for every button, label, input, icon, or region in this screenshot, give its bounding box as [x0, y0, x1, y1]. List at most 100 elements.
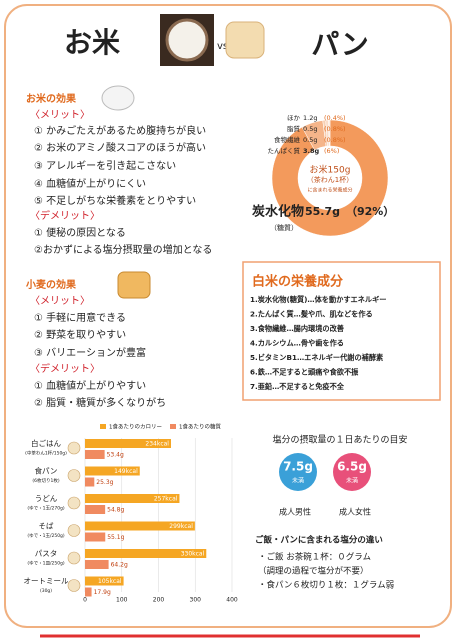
value-label: 330kcal: [181, 551, 205, 558]
bread-icon: [117, 271, 151, 299]
demerit-heading: 〈デメリット〉: [30, 209, 100, 222]
food-icon: [67, 551, 81, 565]
value-label: 54.8g: [107, 507, 124, 514]
merit-heading: 〈メリット〉: [30, 295, 90, 307]
header-rice: お米: [64, 26, 120, 59]
category-label: そば: [39, 522, 54, 531]
donut-center-text: お米150g: [310, 164, 351, 176]
bar: [85, 450, 105, 459]
category-detail: (ゆで・1玉/250g): [27, 533, 65, 539]
main-slice-note: （糖質）: [270, 223, 298, 232]
donut-slice: [271, 119, 389, 237]
category-label: 白ごはん: [31, 438, 61, 448]
slice-amount: 3.8g: [303, 147, 320, 155]
salt-men-amount: 7.5g: [283, 460, 313, 474]
food-icon: [67, 469, 81, 482]
category-label: 食パン: [35, 466, 58, 476]
legend-label: 1食あたりのカロリー: [109, 423, 162, 431]
slice-label: ほか: [287, 114, 301, 122]
slice-label: たんぱく質: [268, 146, 301, 155]
donut-slice: [328, 119, 331, 147]
legend-swatch: [100, 424, 106, 429]
merit-item: ② 野菜を取りやすい: [34, 329, 126, 341]
value-label: 55.1g: [107, 534, 124, 541]
demerit-item: ① 血糖値が上がりやすい: [34, 379, 146, 392]
merit-item: ① かみごたえがあるため腹持ちが良い: [34, 124, 206, 137]
category-label: うどん: [35, 494, 58, 503]
bar: [85, 505, 106, 514]
food-icon: [67, 441, 81, 455]
header-bread: パン: [311, 28, 368, 61]
bar: [85, 576, 124, 586]
salt-women-qualifier: 未満: [346, 477, 358, 485]
legend-swatch: [170, 424, 176, 429]
rice-icon: [101, 85, 135, 111]
salt-women-circle: [333, 453, 371, 491]
value-label: 53.4g: [107, 452, 124, 459]
bar: [85, 587, 92, 597]
category-detail: (中茶わん1杯/150g): [25, 450, 67, 457]
salt-note: （調理の過程で塩分が不要）: [258, 566, 369, 577]
salt-note: ・食パン６枚切り１枚：１グラム弱: [258, 580, 394, 591]
x-tick-label: 300: [190, 597, 202, 604]
value-label: 105kcal: [98, 578, 122, 585]
slice-amount: 1.2g: [303, 114, 317, 122]
main-slice-label: 炭水化物: [252, 204, 304, 220]
salt-women-amount: 6.5g: [337, 460, 367, 474]
value-label: 234kcal: [145, 441, 169, 448]
donut-center-text: （茶わん1杯）: [307, 175, 353, 184]
x-tick-label: 0: [83, 597, 87, 604]
salt-note: ・ご飯 お茶碗１杯：０グラム: [258, 552, 371, 563]
slice-percent: (0.8%): [324, 125, 346, 133]
header-vs: vs: [217, 41, 228, 52]
nutrient-item: 3.食物繊維…腸内環境の改善: [250, 324, 344, 333]
value-label: 17.9g: [94, 589, 111, 596]
merit-item: ③ バリエーションが豊富: [34, 346, 146, 359]
merit-item: ④ 血糖値が上がりにくい: [34, 177, 146, 190]
category-detail: (30g): [40, 588, 52, 594]
nutrient-item: 5.ビタミンB1…エネルギー代謝の補酵素: [250, 353, 383, 362]
nutrients-title: 白米の栄養成分: [252, 274, 343, 290]
donut-center-text: に含まれる栄養成分: [307, 187, 352, 194]
bar: [85, 494, 180, 503]
bar: [85, 439, 171, 448]
merit-item: ⑤ 不足しがちな栄養素をとりやすい: [34, 194, 196, 207]
legend-label: 1食あたりの糖質: [179, 423, 221, 431]
nutrient-item: 1.炭水化物(糖質)…体を動かすエネルギー: [250, 295, 387, 304]
salt-note-title: ご飯・パンに含まれる塩分の違い: [255, 535, 383, 546]
x-tick-label: 400: [226, 597, 238, 604]
category-label: オートミール: [24, 577, 69, 586]
slice-percent: (0.8%): [324, 136, 346, 144]
value-label: 149kcal: [114, 468, 138, 475]
merit-item: ① 手軽に用意できる: [34, 311, 126, 324]
demerit-item: ② 脂質・糖質が多くなりがち: [34, 396, 166, 409]
nutrients-box: [242, 261, 441, 401]
slice-percent: (0.4%): [324, 114, 346, 122]
value-label: 64.2g: [111, 562, 128, 569]
bar: [85, 466, 140, 476]
slice-label: 食物繊維: [274, 135, 301, 144]
food-icon: [67, 496, 81, 510]
slice-amount: 0.5g: [303, 125, 317, 133]
value-label: 25.3g: [96, 479, 113, 486]
main-slice-percent: （92%）: [346, 205, 394, 218]
category-detail: (ゆで・1皿/250g): [27, 561, 65, 567]
salt-men-circle: [279, 453, 317, 491]
value-label: 299kcal: [169, 523, 193, 530]
section-title: お米の効果: [26, 92, 77, 105]
salt-title: 塩分の摂取量の１日あたりの目安: [272, 434, 407, 446]
bread-photo: [225, 21, 265, 59]
nutrient-item: 4.カルシウム…骨や歯を作る: [250, 339, 344, 348]
bar: [85, 532, 106, 542]
x-tick-label: 100: [116, 597, 128, 604]
merit-item: ③ アレルギーを引き起こさない: [34, 160, 176, 172]
rice-photo-bowl: [165, 18, 209, 62]
section-title: 小麦の効果: [25, 278, 77, 291]
category-detail: (6枚切り1枚): [32, 477, 59, 484]
merit-item: ② お米のアミノ酸スコアのほうが高い: [34, 141, 206, 154]
slice-amount: 0.5g: [303, 136, 317, 144]
main-slice-amount: 55.7g: [305, 205, 340, 218]
value-label: 257kcal: [154, 496, 178, 503]
slice-label: 脂質: [287, 124, 301, 133]
nutrient-item: 6.鉄…不足すると頭痛や食欲不振: [250, 368, 359, 377]
